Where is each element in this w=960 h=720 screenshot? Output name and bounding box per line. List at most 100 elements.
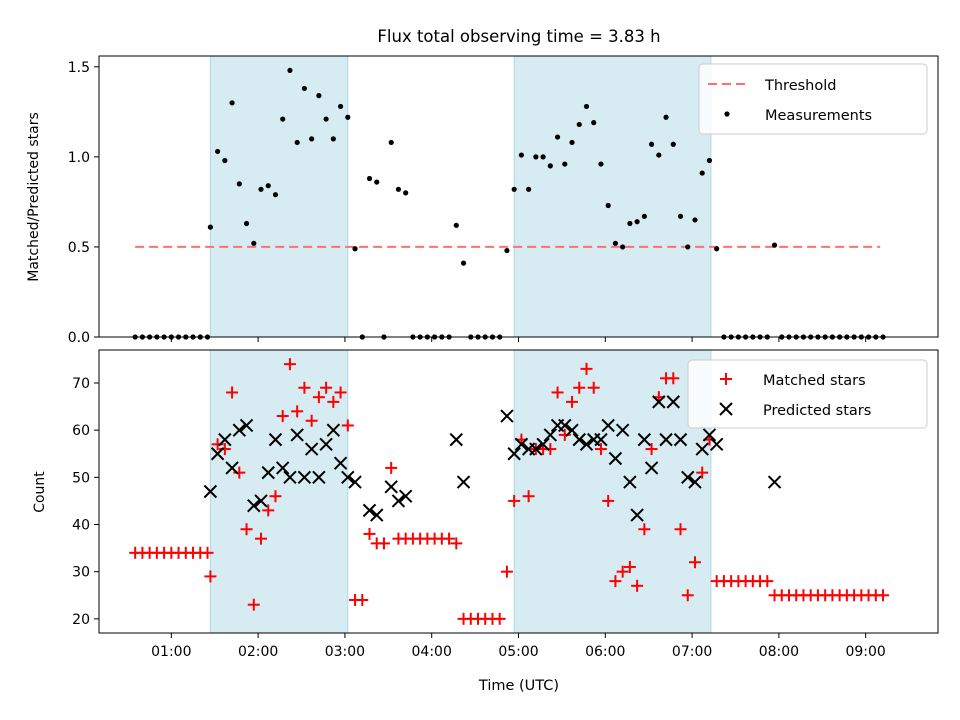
observing-window — [513, 349, 712, 634]
measurement-point — [634, 219, 640, 225]
top-y-tick-label: 1.5 — [68, 60, 90, 76]
x-axis-label: Time (UTC) — [478, 678, 559, 694]
top-legend-box — [698, 63, 928, 135]
matched-star-point — [291, 405, 304, 418]
measurement-point — [656, 152, 662, 158]
predicted-star-point — [370, 508, 384, 522]
matched-star-point — [609, 575, 622, 588]
matched-star-point — [218, 443, 231, 456]
predicted-star-point — [702, 428, 717, 442]
matched-star-point — [269, 490, 282, 503]
matched-star-point — [247, 598, 260, 611]
matched-star-point — [602, 494, 615, 507]
measurement-point — [569, 139, 575, 146]
predicted-star-point — [232, 423, 247, 437]
predicted-star-point — [283, 470, 297, 485]
predicted-star-point — [312, 470, 326, 485]
predicted-star-point — [500, 409, 514, 423]
top-panel: 0.0 0.5 1.0 1.5 Matched/Predicted stars Thr… — [26, 55, 939, 346]
top-legend: Threshold Measurements — [698, 63, 928, 135]
predicted-star-point — [254, 494, 268, 508]
x-tick-label: 04:00 — [412, 644, 452, 660]
matched-star-point — [761, 575, 774, 588]
predicted-star-point — [398, 489, 413, 503]
predicted-star-point — [391, 494, 406, 508]
measurement-point — [287, 67, 293, 74]
measurement-point — [345, 114, 351, 120]
matched-star-point — [645, 443, 658, 456]
measurement-point — [352, 246, 358, 252]
measurement-point — [771, 242, 778, 248]
measurement-point — [309, 136, 315, 142]
measurement-point — [699, 170, 705, 176]
matched-star-point — [638, 523, 651, 536]
matched-star-point — [305, 414, 318, 427]
matched-star-point — [580, 362, 593, 375]
measurement-point — [663, 114, 669, 120]
matched-star-point — [667, 372, 680, 385]
measurement-point — [714, 246, 720, 252]
measurement-point — [518, 152, 524, 158]
matched-star-point — [551, 386, 564, 399]
measurement-point — [706, 157, 713, 164]
matched-star-point — [558, 428, 571, 441]
measurement-point — [337, 103, 344, 110]
x-tick-label: 02:00 — [238, 644, 278, 660]
predicted-star-point — [297, 470, 312, 485]
measurement-point — [526, 186, 532, 192]
predicted-star-point — [507, 447, 521, 461]
matched-star-point — [211, 438, 224, 451]
measurement-point — [366, 175, 373, 182]
predicted-stars-points — [203, 395, 782, 522]
matched-star-point — [573, 381, 586, 394]
matched-star-point — [877, 589, 890, 602]
measurement-point — [301, 85, 308, 92]
x-tick-label: 08:00 — [759, 644, 799, 660]
y-axis-label: Count — [32, 471, 48, 513]
measurement-point — [272, 192, 279, 198]
matched-legend-label: Matched stars — [763, 373, 866, 389]
measurement-point — [403, 190, 409, 196]
measurement-point — [243, 220, 250, 227]
predicted-star-point — [203, 484, 218, 499]
matched-star-point — [283, 358, 296, 371]
predicted-star-point — [594, 432, 608, 447]
measurement-point — [258, 186, 264, 192]
matched-star-point — [566, 395, 579, 408]
predicted-star-point — [767, 475, 782, 489]
measurement-point — [251, 240, 257, 246]
predicted-star-point — [225, 461, 239, 475]
predicted-star-point — [514, 437, 529, 452]
matched-star-point — [327, 395, 340, 408]
matched-star-point — [276, 410, 289, 423]
measurement-point — [605, 202, 611, 209]
predicted-star-point — [637, 432, 652, 447]
matched-star-point — [298, 381, 311, 394]
predicted-star-point — [666, 395, 680, 409]
measurement-point — [280, 116, 286, 122]
top-y-axis-label: Matched/Predicted stars — [26, 112, 42, 282]
bottom-y-tick-label: 20 — [72, 612, 90, 628]
top-shaded-regions — [209, 55, 712, 338]
measurement-point — [612, 240, 619, 246]
measurement-point — [215, 148, 221, 155]
measurement-point — [374, 179, 380, 185]
predicted-star-point — [543, 428, 558, 442]
measurement-point — [677, 213, 684, 219]
matched-star-point — [443, 532, 456, 545]
observing-window — [209, 349, 349, 634]
predicted-star-point — [326, 423, 341, 437]
top-x-ticks — [170, 337, 867, 342]
predicted-star-point — [218, 432, 232, 447]
matched-star-point — [508, 494, 521, 507]
measurement-point — [316, 93, 322, 99]
threshold-legend-label: Threshold — [764, 78, 836, 94]
bottom-shaded-regions — [209, 349, 712, 634]
matched-star-point — [233, 466, 246, 479]
matched-star-point — [544, 443, 557, 456]
predicted-star-point — [529, 442, 543, 456]
measurement-point — [453, 222, 459, 228]
predicted-star-point — [536, 437, 550, 452]
predicted-star-point — [247, 498, 261, 513]
x-tick-label: 05:00 — [498, 644, 538, 660]
